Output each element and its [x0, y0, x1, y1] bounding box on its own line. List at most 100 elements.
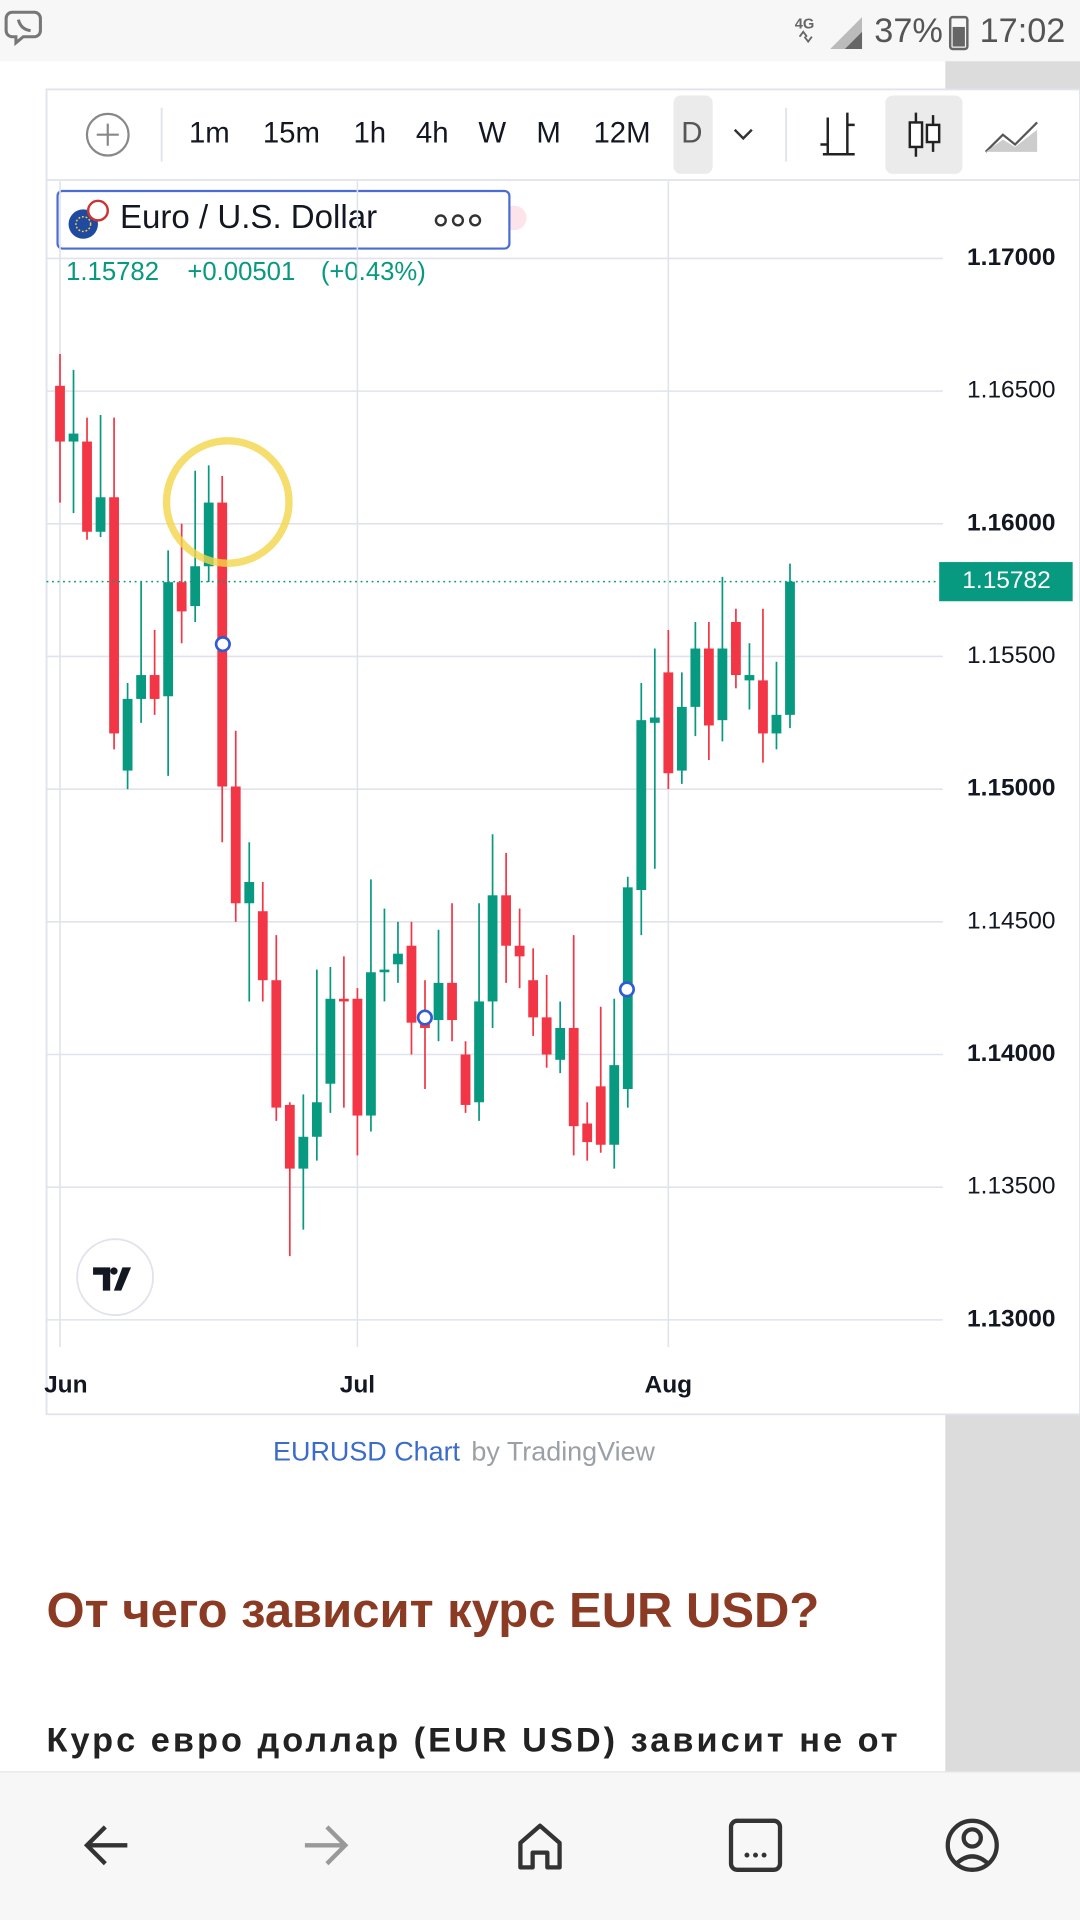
candles-style-bg: [885, 95, 963, 174]
interval-button[interactable]: 12M: [593, 116, 650, 149]
candle-body: [379, 969, 390, 973]
data-arrows: [798, 30, 813, 44]
network-type: 4G: [795, 16, 815, 32]
interval-button[interactable]: D: [681, 116, 702, 149]
candle-body: [163, 582, 174, 697]
interval-button[interactable]: 1m: [189, 116, 230, 149]
candle-body: [514, 945, 525, 957]
candle-body: [149, 675, 160, 699]
back-button[interactable]: [83, 1825, 128, 1866]
candle-body: [393, 953, 403, 965]
candle-body: [609, 1065, 620, 1145]
candle-body: [785, 581, 795, 715]
candle-body: [771, 714, 782, 734]
candle-body: [176, 582, 187, 612]
hand-drawn-circle: [162, 437, 293, 567]
candle-body: [595, 1086, 606, 1145]
area-style-button[interactable]: [984, 121, 1038, 153]
y-tick-label: 1.15500: [967, 642, 1055, 669]
candle-body: [731, 621, 741, 676]
y-tick-label: 1.13000: [967, 1305, 1055, 1332]
candle-body: [555, 1027, 566, 1060]
viber-icon: [4, 10, 42, 47]
candle-body: [257, 911, 268, 981]
event-marker[interactable]: [618, 981, 636, 998]
symbol-name: Euro / U.S. Dollar: [120, 199, 377, 236]
candle-body: [190, 566, 201, 607]
candle-body: [406, 945, 417, 1023]
active-interval-bg: [673, 95, 713, 174]
candle-body: [690, 648, 701, 707]
interval-button[interactable]: 1h: [353, 116, 386, 149]
candle-body: [474, 1001, 484, 1103]
candle-body: [541, 1017, 552, 1055]
interval-button[interactable]: 15m: [263, 116, 320, 149]
candle-body: [649, 717, 660, 723]
symbol-legend[interactable]: [56, 189, 511, 250]
candle-body: [298, 1136, 309, 1169]
candle-body: [338, 998, 349, 1002]
add-symbol-button[interactable]: [85, 112, 130, 157]
candle-body: [230, 786, 241, 904]
article-heading: От чего зависит курс EUR USD?: [47, 1584, 820, 1638]
event-marker[interactable]: [416, 1009, 433, 1026]
candle-body: [717, 648, 728, 721]
candle-body: [676, 706, 687, 771]
battery-percent: 37%: [874, 12, 943, 50]
y-tick-label: 1.16000: [967, 509, 1055, 536]
forward-button[interactable]: [304, 1825, 349, 1866]
last-price-label: 1.15782: [962, 567, 1050, 594]
candle-body: [55, 385, 65, 442]
candle-body: [203, 502, 214, 567]
more-button[interactable]: [434, 214, 482, 227]
home-button[interactable]: [518, 1823, 562, 1870]
candle-body: [366, 972, 376, 1116]
candle-body: [703, 648, 714, 726]
candle-body: [636, 720, 647, 890]
last-price: 1.15782: [66, 258, 159, 286]
candle-body: [325, 998, 336, 1084]
x-tick-label: Jul: [340, 1372, 375, 1399]
price-change-percent: (+0.43%): [321, 258, 426, 286]
chart-credit: by TradingView: [471, 1437, 655, 1467]
x-tick-label: Aug: [645, 1372, 693, 1399]
candle-body: [568, 1027, 579, 1127]
interval-button[interactable]: 4h: [416, 116, 449, 149]
clock: 17:02: [980, 12, 1066, 50]
candle-body: [244, 882, 255, 904]
candle-body: [352, 998, 363, 1116]
chart-widget: [45, 88, 1080, 1416]
candle-body: [311, 1102, 322, 1137]
article-paragraph: Курс евро доллар (EUR USD) зависит не от: [47, 1722, 898, 1760]
candle-body: [460, 1054, 471, 1105]
y-tick-label: 1.17000: [967, 244, 1055, 271]
candle-body: [528, 980, 539, 1018]
interval-button[interactable]: M: [536, 116, 560, 149]
candle-body: [744, 675, 755, 681]
bars-style-button[interactable]: [820, 112, 855, 156]
quote-line: 1.15782 +0.00501 (+0.43%): [66, 258, 426, 286]
candle-body: [663, 672, 674, 774]
y-tick-label: 1.14500: [967, 907, 1055, 934]
y-tick-label: 1.13500: [967, 1173, 1055, 1200]
candle-body: [284, 1104, 295, 1169]
tabs-button[interactable]: [728, 1818, 783, 1872]
price-change: +0.00501: [187, 258, 295, 286]
tradingview-logo[interactable]: [76, 1238, 154, 1317]
candle-body: [109, 497, 119, 734]
interval-button[interactable]: W: [478, 116, 506, 149]
candle-body: [582, 1123, 593, 1143]
interval-dropdown[interactable]: [733, 128, 753, 141]
candle-body: [82, 441, 92, 532]
candle-body: [501, 895, 512, 946]
battery-icon: [948, 15, 969, 51]
candle-body: [271, 980, 282, 1108]
candles-style-button[interactable]: [908, 112, 941, 157]
candle-body: [758, 680, 768, 734]
profile-button[interactable]: [945, 1818, 999, 1872]
event-marker[interactable]: [214, 636, 231, 653]
chart-link[interactable]: EURUSD Chart: [273, 1437, 461, 1467]
candle-body: [95, 497, 106, 532]
